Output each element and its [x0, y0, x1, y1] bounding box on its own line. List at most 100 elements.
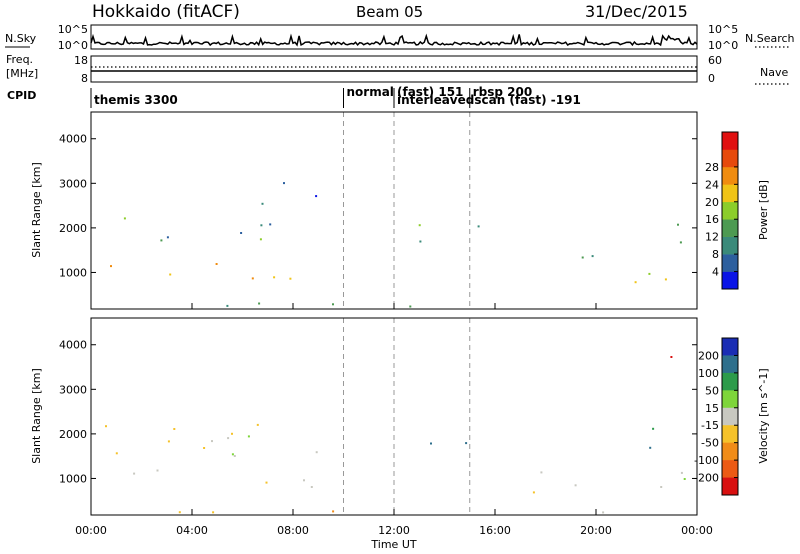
velocity-datapoint — [532, 491, 535, 494]
cpid-label: CPID — [7, 89, 36, 102]
power-datapoint — [332, 303, 334, 306]
power-colorbar: 4 8 12 16 20 24 28 — [705, 131, 739, 290]
velocity-datapoint — [211, 440, 213, 443]
velocity-colorbar-tick-label: 200 — [698, 349, 719, 362]
power-colorbar-tick-label: 4 — [712, 266, 719, 279]
velocity-colorbar-cell — [722, 338, 738, 356]
noise-left-label: N.Sky — [5, 32, 37, 45]
velocity-datapoint — [256, 423, 259, 426]
power-colorbar-cell — [722, 271, 738, 290]
power-datapoint — [261, 202, 264, 205]
power-datapoint — [269, 223, 272, 226]
power-datapoint — [648, 272, 651, 275]
velocity-colorbar-cell — [722, 390, 738, 409]
velocity-datapoint — [227, 437, 230, 440]
power-colorbar-cell — [722, 254, 738, 272]
power-ylabel: Slant Range [km] — [30, 162, 43, 258]
velocity-colorbar-label: Velocity [m s^-1] — [757, 368, 770, 463]
velocity-datapoint — [203, 447, 206, 449]
power-datapoint — [315, 195, 318, 198]
power-colorbar-tick-label: 20 — [705, 196, 719, 209]
velocity-colorbar-label-text: Velocity [m s^-1] — [757, 368, 770, 463]
cpid-segment-label: rbsp 200 — [473, 85, 532, 99]
power-datapoint — [679, 241, 682, 244]
station-title: Hokkaido (fitACF) — [92, 2, 240, 22]
freq-panel: Freq. [MHz] 18 8 60 0 Nave — [6, 53, 790, 85]
velocity-datapoint — [332, 510, 335, 513]
velocity-ytick-label: 4000 — [59, 339, 87, 352]
power-datapoint — [240, 232, 243, 234]
velocity-colorbar-tick-label: -200 — [694, 472, 719, 485]
freq-panel-frame — [90, 55, 698, 83]
power-colorbar-label: Power [dB] — [757, 180, 770, 240]
cpid-row: CPID themis 3300 normal (fast) 151interlea… — [7, 85, 581, 108]
freq-left-label-2: [MHz] — [6, 67, 38, 80]
velocity-datapoint — [265, 481, 268, 484]
power-datapoint — [258, 302, 261, 305]
power-colorbar-cell — [722, 132, 738, 150]
power-datapoint — [677, 223, 679, 226]
power-colorbar-cell — [722, 201, 738, 220]
velocity-datapoint — [212, 511, 215, 514]
xtick-label: 00:00 — [681, 524, 713, 537]
cpid-segment-label: themis 3300 — [94, 93, 178, 107]
velocity-datapoint — [574, 484, 577, 487]
velocity-colorbar-tick-label: -100 — [694, 454, 719, 467]
power-colorbar-tick-label: 28 — [705, 161, 719, 174]
velocity-datapoint — [173, 428, 176, 430]
velocity-datapoint — [115, 452, 118, 455]
power-datapoint — [226, 304, 229, 307]
beam-title: Beam 05 — [356, 3, 423, 21]
velocity-ytick-label: 1000 — [59, 472, 87, 485]
power-datapoint — [477, 225, 480, 228]
power-datapoint — [215, 263, 218, 265]
velocity-ytick-label: 2000 — [59, 428, 87, 441]
cpid-segment-label: normal — [347, 85, 394, 99]
velocity-datapoint — [178, 511, 181, 514]
velocity-colorbar-cell — [722, 442, 738, 461]
velocity-datapoint — [156, 469, 159, 472]
velocity-datapoint — [683, 478, 686, 480]
velocity-datapoint — [465, 442, 468, 445]
velocity-datapoint — [105, 425, 107, 428]
power-ytick-label: 2000 — [59, 222, 87, 235]
freq-left-top-tick: 18 — [74, 54, 88, 67]
power-datapoint — [664, 278, 667, 281]
power-datapoint — [260, 224, 263, 227]
velocity-colorbar-tick-label: 100 — [698, 367, 719, 380]
noise-panel: N.Sky 10^5 10^0 10^5 10^0 N.Search — [5, 23, 795, 52]
velocity-colorbar-cell — [722, 355, 738, 374]
power-colorbar-cell — [722, 236, 738, 255]
noise-right-label: N.Search — [745, 32, 795, 45]
xtick-label: 12:00 — [378, 524, 410, 537]
velocity-datapoint — [310, 486, 313, 488]
freq-right-bottom-tick: 0 — [708, 72, 715, 85]
velocity-ytick-label: 3000 — [59, 383, 87, 396]
power-ytick-label: 4000 — [59, 133, 87, 146]
velocity-datapoint — [430, 442, 432, 445]
velocity-scatter — [105, 318, 686, 515]
power-colorbar-tick-label: 24 — [705, 178, 719, 191]
power-datapoint — [160, 239, 163, 242]
xtick-label: 04:00 — [176, 524, 208, 537]
power-datapoint — [581, 256, 584, 259]
velocity-datapoint — [247, 435, 250, 438]
velocity-colorbar-tick-label: -50 — [701, 437, 719, 450]
velocity-datapoint — [670, 356, 673, 358]
velocity-datapoint — [231, 432, 233, 435]
xtick-label: 00:00 — [75, 524, 107, 537]
power-datapoint — [166, 236, 169, 239]
noise-right-top-tick: 10^5 — [708, 23, 738, 36]
velocity-datapoint — [315, 451, 318, 454]
power-colorbar-tick-label: 12 — [705, 231, 719, 244]
velocity-datapoint — [602, 511, 605, 514]
noise-sky-line — [90, 33, 698, 47]
power-datapoint — [273, 276, 276, 279]
power-datapoint — [123, 217, 126, 220]
velocity-colorbar-tick-label: 50 — [705, 384, 719, 397]
xtick-label: 08:00 — [277, 524, 309, 537]
power-colorbar-cell — [722, 149, 738, 168]
velocity-datapoint — [652, 427, 655, 430]
power-colorbar-cell — [722, 219, 738, 237]
